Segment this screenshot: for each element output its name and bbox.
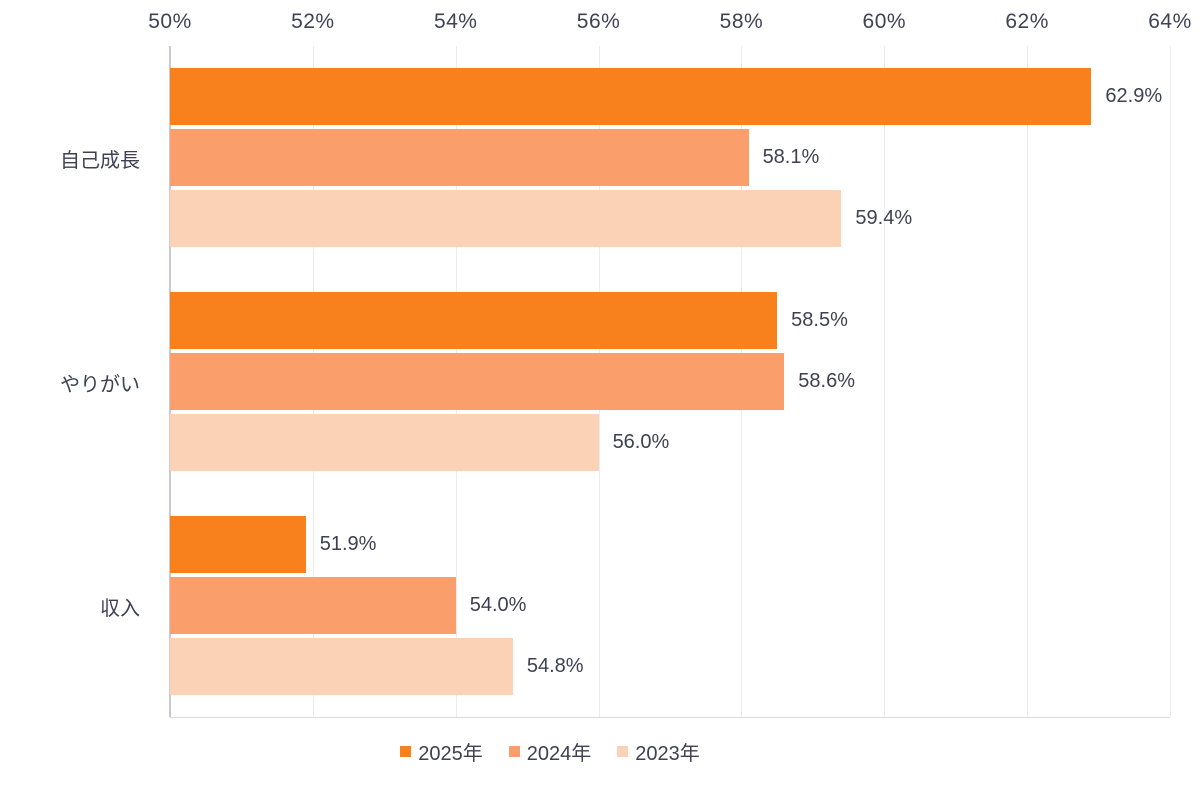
bar-2025年 xyxy=(170,68,1092,126)
bar-2023年 xyxy=(170,190,842,248)
bar-row: 54.8% xyxy=(170,637,1170,695)
bar-group: 58.5% 58.6% 56.0% xyxy=(170,270,1170,494)
category-label: やりがい xyxy=(60,373,140,396)
legend-item: 2024年 xyxy=(508,737,592,766)
value-label: 56.0% xyxy=(612,431,670,453)
category-label: 収入 xyxy=(100,597,140,620)
bar-row: 58.1% xyxy=(170,129,1170,187)
value-label: 54.8% xyxy=(526,654,584,677)
gridline xyxy=(1170,46,1171,717)
legend-label: 2025年 xyxy=(418,742,483,765)
plot-area: 62.9% 58.1% 59.4% 58.5% 58.6% 56.0% 51.9% 54.0%… xyxy=(169,46,1171,718)
bar-2025年 xyxy=(170,515,306,573)
value-label: 58.5% xyxy=(791,309,848,331)
bar-2023年 xyxy=(170,637,513,695)
legend-label: 2023年 xyxy=(635,742,700,765)
legend-swatch xyxy=(508,745,520,757)
value-label: 58.1% xyxy=(762,146,820,169)
bar-row: 62.9% xyxy=(170,68,1170,126)
x-tick-label: 60% xyxy=(862,10,907,33)
bar-2024年 xyxy=(170,129,749,187)
value-label: 54.0% xyxy=(469,593,527,616)
legend-swatch xyxy=(400,745,412,757)
category-labels: 自己成長やりがい収入 xyxy=(0,46,170,718)
category-label: 自己成長 xyxy=(60,149,140,172)
x-tick-label: 50% xyxy=(148,10,192,33)
legend-label: 2024年 xyxy=(526,742,592,765)
x-tick-label: 64% xyxy=(1148,10,1192,33)
x-tick-label: 56% xyxy=(576,10,621,33)
bar-row: 59.4% xyxy=(170,190,1170,248)
bar-row: 58.6% xyxy=(170,353,1170,410)
gridline xyxy=(1027,46,1029,717)
value-label: 51.9% xyxy=(319,532,377,555)
bar-2023年 xyxy=(170,414,599,471)
value-label: 62.9% xyxy=(1105,85,1163,108)
x-tick-label: 58% xyxy=(719,10,764,33)
x-tick-label: 54% xyxy=(433,10,478,33)
chart-body: 自己成長やりがい収入 62.9% 58.1% 59.4% 58.5% 58.6% 56.0… xyxy=(0,46,1200,718)
bar-2025年 xyxy=(170,292,778,349)
legend: 2025年 2024年 2023年 xyxy=(0,718,1100,784)
bar-2024年 xyxy=(170,353,785,410)
bar-row: 51.9% xyxy=(170,515,1170,573)
bar-row: 58.5% xyxy=(170,292,1170,349)
value-label: 58.6% xyxy=(798,370,855,392)
legend-swatch xyxy=(617,745,629,757)
x-tick-label: 52% xyxy=(291,10,335,33)
bar-group: 62.9% 58.1% 59.4% xyxy=(170,46,1170,270)
bar-group: 51.9% 54.0% 54.8% xyxy=(170,493,1170,717)
x-tick-label: 62% xyxy=(1005,10,1049,33)
gridline xyxy=(884,46,886,717)
legend-item: 2025年 xyxy=(400,737,483,766)
bar-2024年 xyxy=(170,576,456,634)
x-axis: 50% 52% 54% 56% 58% 60% 62% 64% xyxy=(148,8,1191,46)
bar-row: 56.0% xyxy=(170,414,1170,471)
value-label: 59.4% xyxy=(855,207,913,230)
bar-row: 54.0% xyxy=(170,576,1170,634)
legend-item: 2023年 xyxy=(617,737,700,766)
